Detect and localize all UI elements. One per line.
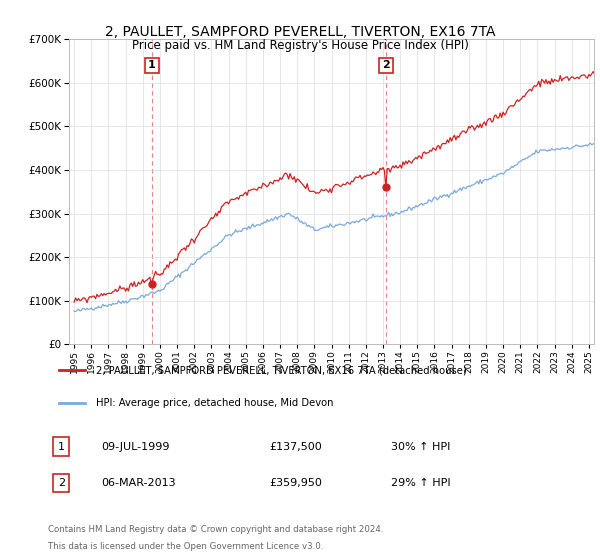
- Text: 09-JUL-1999: 09-JUL-1999: [101, 442, 169, 451]
- Text: 1: 1: [58, 442, 65, 451]
- Text: 30% ↑ HPI: 30% ↑ HPI: [391, 442, 451, 451]
- Text: This data is licensed under the Open Government Licence v3.0.: This data is licensed under the Open Gov…: [48, 542, 323, 551]
- Text: £137,500: £137,500: [270, 442, 323, 451]
- Text: 1: 1: [148, 60, 156, 71]
- Text: 2, PAULLET, SAMPFORD PEVERELL, TIVERTON, EX16 7TA: 2, PAULLET, SAMPFORD PEVERELL, TIVERTON,…: [105, 25, 495, 39]
- Text: 29% ↑ HPI: 29% ↑ HPI: [391, 478, 451, 488]
- Text: Contains HM Land Registry data © Crown copyright and database right 2024.: Contains HM Land Registry data © Crown c…: [48, 525, 383, 534]
- Text: Price paid vs. HM Land Registry's House Price Index (HPI): Price paid vs. HM Land Registry's House …: [131, 39, 469, 52]
- Text: HPI: Average price, detached house, Mid Devon: HPI: Average price, detached house, Mid …: [95, 398, 333, 408]
- Text: 2: 2: [382, 60, 390, 71]
- Text: 06-MAR-2013: 06-MAR-2013: [101, 478, 175, 488]
- Text: 2: 2: [58, 478, 65, 488]
- Text: £359,950: £359,950: [270, 478, 323, 488]
- Text: 2, PAULLET, SAMPFORD PEVERELL, TIVERTON, EX16 7TA (detached house): 2, PAULLET, SAMPFORD PEVERELL, TIVERTON,…: [95, 365, 466, 375]
